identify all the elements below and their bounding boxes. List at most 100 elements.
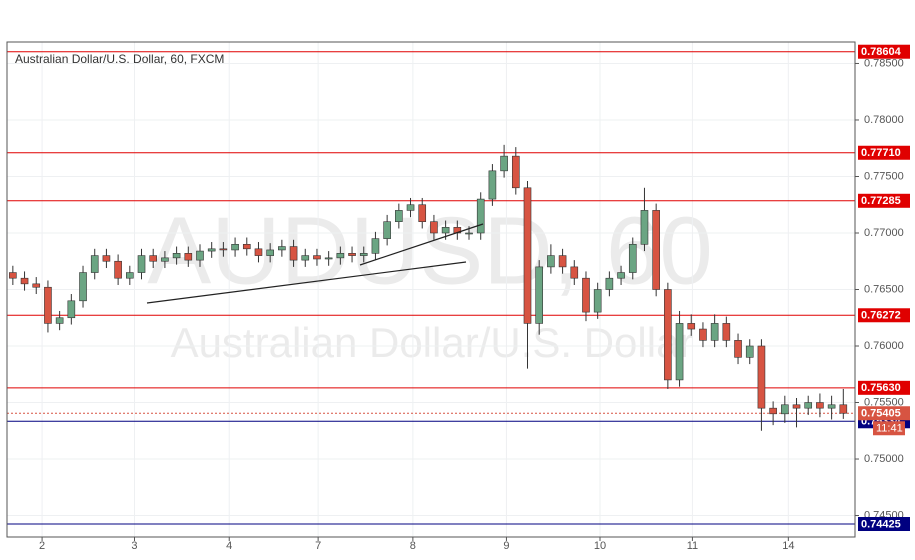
candle-body bbox=[792, 404, 801, 409]
candle-body bbox=[324, 257, 333, 260]
candle-body bbox=[242, 243, 251, 250]
candle-body bbox=[67, 300, 76, 319]
x-tick-label: 14 bbox=[782, 540, 794, 552]
price-tag bbox=[858, 193, 910, 208]
price-tag bbox=[858, 44, 910, 59]
candle-body bbox=[266, 249, 274, 256]
price-tag-label: 0.75630 bbox=[861, 382, 901, 394]
x-tick-label: 11 bbox=[687, 540, 698, 552]
candle-body bbox=[781, 404, 789, 415]
candle-body bbox=[523, 187, 532, 324]
candle-body bbox=[114, 260, 122, 279]
x-tick-label: 4 bbox=[226, 540, 232, 552]
candle-body bbox=[219, 248, 228, 251]
x-tick-label: 8 bbox=[410, 540, 416, 552]
candle-body bbox=[418, 204, 427, 222]
x-tick-label: 10 bbox=[594, 540, 606, 552]
y-tick-label: 0.76500 bbox=[864, 283, 904, 295]
candle-body bbox=[570, 266, 579, 279]
candle-body bbox=[20, 277, 29, 285]
candle-body bbox=[348, 253, 356, 256]
candle-body bbox=[55, 317, 64, 324]
candle-body bbox=[383, 221, 391, 239]
candle-body bbox=[511, 155, 520, 189]
candle-body bbox=[9, 272, 17, 279]
x-tick-label: 3 bbox=[131, 540, 137, 552]
candle-body bbox=[149, 255, 158, 262]
candle-body bbox=[207, 248, 216, 252]
candle-body bbox=[161, 257, 169, 262]
candle-body bbox=[628, 243, 637, 273]
price-tag bbox=[858, 380, 910, 395]
candle-body bbox=[184, 253, 193, 261]
candle-body bbox=[371, 238, 380, 254]
y-tick-label: 0.78500 bbox=[864, 57, 904, 69]
y-tick-label: 0.77500 bbox=[864, 170, 904, 182]
candle-body bbox=[652, 210, 660, 290]
candle-body bbox=[465, 232, 473, 235]
candle-body bbox=[441, 227, 450, 234]
price-tag bbox=[858, 517, 910, 532]
candle-body bbox=[336, 253, 345, 259]
candle-body bbox=[675, 323, 684, 381]
trend-line bbox=[146, 261, 467, 304]
price-tag bbox=[858, 145, 910, 160]
price-tag-label: 0.77285 bbox=[861, 195, 901, 207]
price-tag-label: 0.78604 bbox=[861, 46, 902, 58]
countdown: 11:41 bbox=[876, 423, 903, 435]
candle-body bbox=[254, 248, 263, 256]
y-tick-label: 0.78000 bbox=[864, 114, 904, 126]
candle-body bbox=[172, 253, 181, 259]
price-tag-label: 0.76272 bbox=[861, 310, 901, 322]
candle-body bbox=[32, 283, 41, 288]
candle-body bbox=[710, 323, 719, 341]
y-tick-label: 0.75500 bbox=[864, 396, 904, 408]
price-tag bbox=[858, 406, 910, 421]
candle-body bbox=[827, 404, 836, 409]
y-tick-label: 0.76000 bbox=[864, 340, 904, 352]
price-tag-label: 0.74425 bbox=[861, 518, 901, 530]
candle-body bbox=[804, 402, 813, 409]
candle-body bbox=[359, 253, 368, 256]
x-tick-label: 2 bbox=[39, 540, 45, 552]
grid bbox=[7, 42, 855, 537]
candle-body bbox=[816, 402, 824, 409]
candle-body bbox=[406, 204, 415, 211]
candle-body bbox=[605, 277, 614, 290]
candle-body bbox=[126, 272, 134, 279]
candle-body bbox=[640, 210, 649, 245]
candle-body bbox=[313, 255, 321, 260]
candle-body bbox=[734, 340, 742, 358]
watermark-subtitle: Australian Dollar/U.S. Dollar bbox=[171, 319, 694, 366]
y-tick-label: 0.75000 bbox=[864, 453, 904, 465]
candle-body bbox=[582, 277, 590, 313]
y-tick-label: 0.77000 bbox=[864, 227, 904, 239]
candle-body bbox=[231, 243, 239, 251]
candle-body bbox=[488, 170, 497, 200]
watermark: AUDUSD, 60 bbox=[147, 197, 713, 304]
chart-title: Australian Dollar/U.S. Dollar, 60, FXCM bbox=[15, 52, 224, 66]
levels bbox=[7, 51, 855, 525]
candle-body bbox=[289, 246, 298, 261]
candle-body bbox=[547, 255, 555, 268]
candle-body bbox=[79, 272, 87, 302]
candle-body bbox=[699, 328, 707, 341]
candle-body bbox=[90, 255, 99, 273]
candle-body bbox=[102, 255, 111, 262]
candle-body bbox=[476, 198, 485, 234]
candle-body bbox=[301, 255, 310, 261]
price-tag-label: 0.77710 bbox=[861, 147, 901, 159]
candle-body bbox=[722, 323, 731, 341]
countdown-box bbox=[873, 421, 905, 436]
candle-body bbox=[430, 221, 438, 234]
candle-body bbox=[137, 255, 146, 273]
candle-body bbox=[395, 210, 403, 222]
candle-body bbox=[769, 407, 777, 415]
price-tag-label: 0.75405 bbox=[861, 408, 901, 420]
candle-body bbox=[196, 250, 204, 261]
x-tick-label: 7 bbox=[315, 540, 321, 552]
candle-body bbox=[687, 323, 696, 330]
price-tag bbox=[858, 308, 910, 323]
